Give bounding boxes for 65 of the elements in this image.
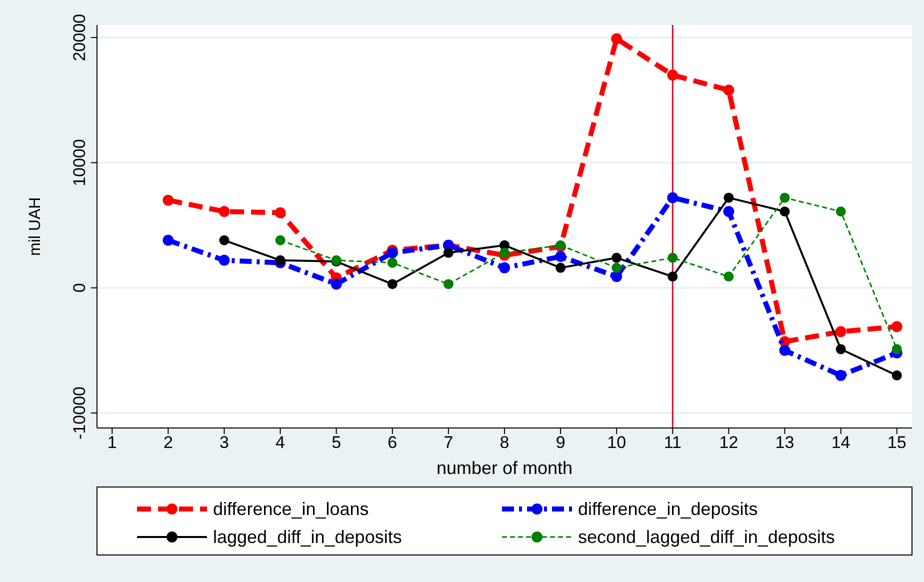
x-tick-label: 13	[775, 433, 794, 452]
point	[835, 326, 846, 338]
point	[779, 344, 790, 356]
x-tick-label: 9	[556, 433, 566, 452]
x-tick-label: 7	[444, 433, 454, 452]
point	[443, 279, 454, 290]
point	[724, 192, 734, 203]
legend-label: second_lagged_diff_in_deposits	[578, 527, 835, 547]
point	[499, 262, 510, 274]
point	[836, 344, 846, 354]
y-tick-label: -10000	[70, 386, 89, 440]
y-axis-title: mil UAH	[27, 197, 44, 256]
y-tick-label: 0	[70, 283, 89, 293]
point	[218, 206, 230, 217]
point	[723, 84, 734, 96]
point	[556, 262, 566, 273]
x-tick-label: 11	[664, 433, 682, 452]
point	[387, 258, 398, 268]
point	[611, 271, 622, 282]
x-tick-label: 2	[163, 433, 173, 452]
point	[219, 235, 230, 246]
point	[218, 254, 230, 266]
point	[612, 252, 622, 263]
point	[835, 370, 846, 381]
legend-label: lagged_diff_in_deposits	[213, 527, 402, 547]
point	[836, 206, 846, 216]
point	[611, 33, 622, 44]
x-tick-label: 6	[388, 433, 398, 452]
point	[892, 344, 902, 354]
point	[780, 192, 790, 203]
point	[780, 206, 790, 216]
point	[668, 252, 678, 263]
point	[274, 207, 286, 218]
y-tick-label: 10000	[70, 139, 89, 186]
point	[275, 235, 286, 246]
x-tick-label: 8	[500, 433, 510, 452]
x-axis-title: number of month	[436, 458, 573, 478]
point	[892, 370, 902, 380]
point	[500, 248, 510, 258]
point	[724, 272, 734, 282]
point	[667, 192, 678, 204]
x-tick-label: 15	[887, 433, 906, 452]
x-tick-label: 4	[276, 433, 286, 452]
point	[162, 194, 174, 206]
x-tick-label: 1	[107, 433, 117, 452]
point	[387, 279, 398, 290]
x-tick-label: 12	[719, 433, 738, 452]
x-tick-label: 5	[332, 433, 342, 452]
x-tick-label: 14	[831, 433, 850, 452]
legend-label: difference_in_loans	[213, 499, 369, 519]
x-tick-label: 10	[607, 433, 626, 452]
y-tick-label: 20000	[70, 14, 89, 62]
point	[667, 70, 678, 81]
point	[612, 262, 622, 273]
point	[555, 251, 566, 262]
point	[162, 234, 174, 246]
point	[723, 206, 734, 217]
legend-label: difference_in_deposits	[578, 499, 758, 519]
point	[443, 248, 454, 258]
x-tick-label: 3	[220, 433, 229, 452]
point	[386, 247, 398, 258]
point	[891, 321, 902, 332]
point	[330, 278, 342, 290]
point	[275, 255, 286, 266]
point	[668, 272, 678, 282]
